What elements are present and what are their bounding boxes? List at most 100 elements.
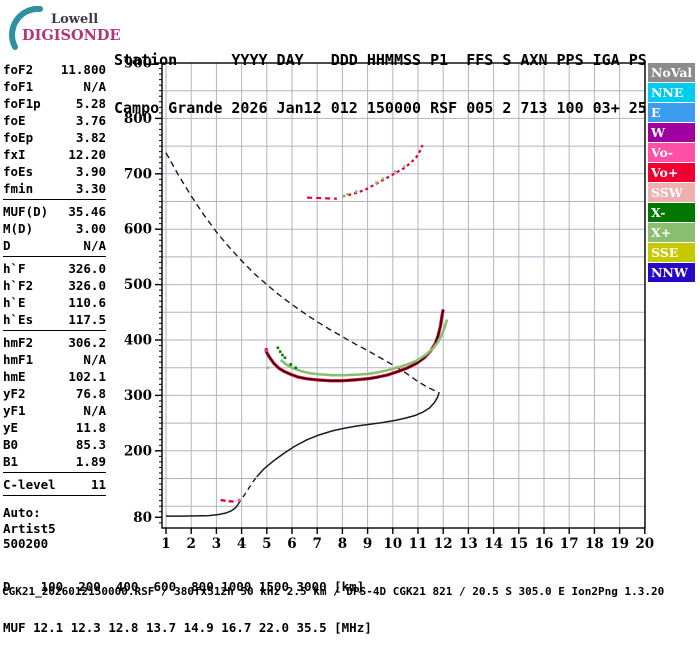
x-mode-scatter-dot bbox=[266, 366, 270, 369]
param-row-foep: foEp 3.82 bbox=[3, 129, 106, 146]
lowell-digisonde-logo: Lowell DIGISONDE bbox=[9, 5, 120, 50]
second-hop-flat bbox=[307, 196, 337, 200]
autoscaling-line: Auto: bbox=[3, 505, 41, 520]
legend-item-noval: NoVal bbox=[648, 63, 695, 82]
autoscaling-info: Auto: Artist5 500200 bbox=[3, 505, 106, 552]
param-row-h`e: h`E 110.6 bbox=[3, 294, 106, 311]
legend-item-ssw: SSW bbox=[648, 183, 695, 202]
x-axis-label: 4 bbox=[237, 536, 246, 552]
param-row-yf2: yF2 76.8 bbox=[3, 385, 106, 402]
param-value: 117.5 bbox=[68, 312, 106, 327]
parameter-group: MUF(D) 35.46 M(D) 3.00 D N/A bbox=[3, 203, 106, 257]
f-trace-o-mode bbox=[264, 309, 445, 383]
x-axis-label: 7 bbox=[312, 536, 321, 552]
header-line-1: Station YYYY DAY DDD HHMMSS P1 FFS S AXN… bbox=[114, 51, 647, 69]
param-row-hmf1: hmF1 N/A bbox=[3, 351, 106, 368]
second-hop-green-dots bbox=[375, 181, 378, 184]
x-axis-label: 14 bbox=[484, 536, 503, 552]
legend-item-e: E bbox=[648, 103, 695, 122]
second-hop-rise bbox=[342, 144, 424, 198]
param-row-fmin: fmin 3.30 bbox=[3, 180, 106, 197]
param-label: yF2 bbox=[3, 386, 26, 401]
x-axis-label: 8 bbox=[338, 536, 347, 552]
param-row-ye: yE 11.8 bbox=[3, 419, 106, 436]
param-row-hmf2: hmF2 306.2 bbox=[3, 334, 106, 351]
param-value: 3.30 bbox=[75, 181, 106, 196]
x-axis-label: 3 bbox=[212, 536, 221, 552]
param-row-muf(d): MUF(D) 35.46 bbox=[3, 203, 106, 220]
y-axis-label: 200 bbox=[124, 443, 152, 459]
param-label: B0 bbox=[3, 437, 19, 452]
x-axis-label: 16 bbox=[535, 536, 554, 552]
param-row-d: D N/A bbox=[3, 237, 106, 254]
second-hop-green-dots bbox=[394, 170, 397, 173]
f-trace-x-mode-start-dots bbox=[278, 350, 282, 353]
param-row-b0: B0 85.3 bbox=[3, 436, 106, 453]
param-label: C-level bbox=[3, 477, 56, 492]
param-row-b1: B1 1.89 bbox=[3, 453, 106, 470]
parameter-group: foF2 11.800 foF1 N/A foF1p 5.28 foE 3.76 foEp 3.8… bbox=[3, 61, 106, 200]
f-trace-fit-overlay bbox=[265, 309, 444, 382]
topside-profile-extrapolation bbox=[165, 152, 439, 393]
param-row-fof1: foF1 N/A bbox=[3, 78, 106, 95]
param-label: hmF1 bbox=[3, 352, 34, 367]
x-axis-label: 10 bbox=[383, 536, 402, 552]
param-value: 85.3 bbox=[75, 437, 106, 452]
param-label: D bbox=[3, 238, 11, 253]
param-label: foF1p bbox=[3, 96, 41, 111]
profile-F-bottomside bbox=[256, 391, 440, 478]
param-label: M(D) bbox=[3, 221, 34, 236]
param-value: 1.89 bbox=[75, 454, 106, 469]
e-region-pink-dot bbox=[237, 498, 241, 502]
param-value: N/A bbox=[83, 352, 106, 367]
param-row-c-level: C-level 11 bbox=[3, 476, 106, 493]
autoscaling-line: 500200 bbox=[3, 536, 49, 551]
distance-muf-table: D 100 200 400 600 800 1000 1500 3000 [km… bbox=[3, 553, 372, 648]
param-value: 110.6 bbox=[68, 295, 106, 310]
f-trace-x-mode-start-dots bbox=[294, 366, 298, 369]
logo-arc-icon bbox=[9, 5, 43, 50]
header-line-2: Campo Grande 2026 Jan12 012 150000 RSF 0… bbox=[114, 99, 647, 117]
second-hop-green-dots bbox=[346, 193, 349, 196]
x-axis-label: 13 bbox=[459, 536, 478, 552]
autoscaling-line: Artist5 bbox=[3, 520, 56, 536]
param-value: 326.0 bbox=[68, 278, 106, 293]
param-value: 11 bbox=[90, 477, 106, 492]
second-hop-green-dots bbox=[342, 194, 345, 198]
param-row-fxi: fxI 12.20 bbox=[3, 146, 106, 163]
param-label: MUF(D) bbox=[3, 204, 49, 219]
y-axis-label: 500 bbox=[124, 277, 152, 293]
param-label: fxI bbox=[3, 147, 26, 162]
second-hop-green-dots bbox=[402, 165, 406, 168]
second-hop-green-dots bbox=[381, 177, 384, 181]
second-hop-green-dots bbox=[355, 190, 358, 193]
param-label: foE bbox=[3, 113, 26, 128]
legend-item-nnw: NNW bbox=[648, 263, 695, 282]
x-axis-label: 11 bbox=[409, 536, 428, 552]
param-value: 3.90 bbox=[75, 164, 106, 179]
legend-item-w: W bbox=[648, 123, 695, 142]
x-axis-label: 5 bbox=[262, 536, 271, 552]
legend-item-x-: X- bbox=[648, 203, 695, 222]
x-axis-label: 15 bbox=[509, 536, 528, 552]
param-label: B1 bbox=[3, 454, 19, 469]
param-row-h`f: h`F 326.0 bbox=[3, 260, 106, 277]
profile-valley bbox=[237, 476, 258, 505]
x-axis-label: 17 bbox=[560, 536, 579, 552]
legend-item-x+: X+ bbox=[648, 223, 695, 242]
legend-item-nne: NNE bbox=[648, 83, 695, 102]
parameter-group: hmF2 306.2 hmF1 N/A hmE 102.1 yF2 76.8 yF1 N/A yE 1… bbox=[3, 334, 106, 473]
legend-item-vo-: Vo- bbox=[648, 143, 695, 162]
muf-row: MUF 12.1 12.3 12.8 13.7 14.9 16.7 22.0 3… bbox=[3, 619, 372, 635]
param-row-foes: foEs 3.90 bbox=[3, 163, 106, 180]
param-value: 12.20 bbox=[68, 147, 106, 162]
y-axis-label: 600 bbox=[124, 222, 152, 238]
param-label: foEs bbox=[3, 164, 34, 179]
param-value: N/A bbox=[83, 79, 106, 94]
param-label: h`F2 bbox=[3, 278, 34, 293]
param-value: 102.1 bbox=[68, 369, 106, 384]
param-value: 76.8 bbox=[75, 386, 106, 401]
param-row-h`es: h`Es 117.5 bbox=[3, 311, 106, 328]
param-value: 5.28 bbox=[75, 96, 106, 111]
